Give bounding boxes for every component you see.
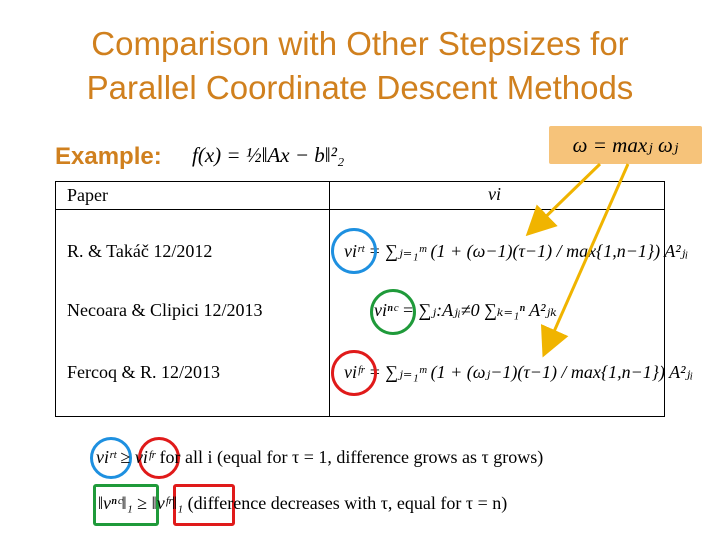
table-column-divider bbox=[329, 182, 330, 416]
title-line-1: Comparison with Other Stepsizes for bbox=[91, 25, 629, 62]
table-row-formula: viᶠʳ = ∑ⱼ₌₁ᵐ (1 + (ωⱼ−1)(τ−1) / max{1,n−… bbox=[344, 362, 694, 382]
table-row-paper: Fercoq & R. 12/2013 bbox=[67, 362, 220, 382]
nc-highlight-ring bbox=[370, 289, 416, 335]
comparison-line-1: viʳᵗ ≥ viᶠʳ for all i (equal for τ = 1, … bbox=[96, 447, 543, 468]
comparison-line-2: ‖vⁿᶜ‖₁ ≥ ‖vᶠʳ‖₁ (difference decreases wi… bbox=[98, 493, 507, 514]
rt-highlight-ring bbox=[331, 228, 377, 274]
nc-norm-box bbox=[93, 484, 159, 526]
table-row-formula: viʳᵗ = ∑ⱼ₌₁ᵐ (1 + (ω−1)(τ−1) / max{1,n−1… bbox=[344, 241, 689, 261]
comparison-text-2: (difference decreases with τ, equal for … bbox=[187, 493, 508, 513]
table-row-paper: Necoara & Clipici 12/2013 bbox=[67, 300, 263, 320]
rt-symbol: viʳᵗ bbox=[96, 447, 117, 467]
table-header-divider bbox=[56, 209, 664, 210]
example-formula: f(x) = ½‖Ax − b‖²₂ bbox=[192, 143, 345, 167]
fr-highlight-ring bbox=[331, 350, 377, 396]
title-line-2: Parallel Coordinate Descent Methods bbox=[86, 69, 634, 106]
table-row-formula: viⁿᶜ = ∑ⱼ:Aⱼᵢ≠0 ∑ₖ₌₁ⁿ A²ⱼₖ bbox=[374, 300, 557, 320]
fr-symbol: viᶠʳ bbox=[134, 447, 156, 467]
table-row-paper: R. & Takáč 12/2012 bbox=[67, 241, 213, 261]
fr-norm: ‖vᶠʳ‖₁ bbox=[151, 493, 184, 513]
nc-norm: ‖vⁿᶜ‖₁ bbox=[98, 493, 133, 513]
fr-norm-box bbox=[173, 484, 235, 526]
geq-symbol: ≥ bbox=[120, 447, 131, 467]
omega-highlight-box: ω = maxⱼ ωⱼ bbox=[549, 126, 702, 164]
example-label: Example: bbox=[55, 143, 162, 170]
comparison-text-1: for all i (equal for τ = 1, difference g… bbox=[159, 447, 544, 467]
slide-title: Comparison with Other Stepsizes for Para… bbox=[0, 22, 720, 110]
geq-symbol: ≥ bbox=[137, 493, 148, 513]
fr-compare-ring bbox=[138, 437, 180, 479]
header-paper: Paper bbox=[67, 185, 108, 205]
header-vi: vi bbox=[488, 184, 501, 204]
rt-compare-ring bbox=[90, 437, 132, 479]
omega-formula: ω = maxⱼ ωⱼ bbox=[572, 132, 679, 157]
